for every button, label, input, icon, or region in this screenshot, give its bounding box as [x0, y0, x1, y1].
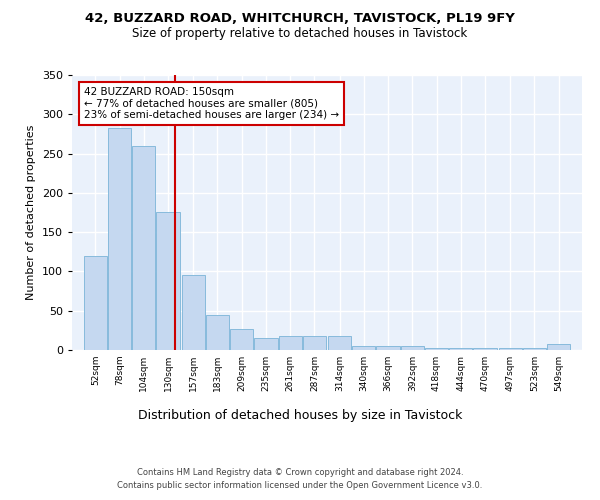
Bar: [425, 348, 448, 350]
Bar: [230, 329, 253, 350]
Bar: [328, 336, 351, 350]
Bar: [523, 348, 546, 350]
Bar: [449, 348, 472, 350]
Text: Size of property relative to detached houses in Tavistock: Size of property relative to detached ho…: [133, 28, 467, 40]
Bar: [83, 256, 107, 350]
Bar: [206, 316, 229, 350]
Bar: [182, 276, 205, 350]
Y-axis label: Number of detached properties: Number of detached properties: [26, 125, 36, 300]
Bar: [278, 336, 302, 350]
Bar: [132, 146, 155, 350]
Bar: [376, 346, 400, 350]
Text: Contains HM Land Registry data © Crown copyright and database right 2024.: Contains HM Land Registry data © Crown c…: [137, 468, 463, 477]
Bar: [303, 336, 326, 350]
Bar: [108, 128, 131, 350]
Bar: [157, 212, 179, 350]
Text: 42 BUZZARD ROAD: 150sqm
← 77% of detached houses are smaller (805)
23% of semi-d: 42 BUZZARD ROAD: 150sqm ← 77% of detache…: [84, 87, 339, 120]
Bar: [401, 346, 424, 350]
Bar: [254, 338, 278, 350]
Bar: [352, 346, 376, 350]
Text: 42, BUZZARD ROAD, WHITCHURCH, TAVISTOCK, PL19 9FY: 42, BUZZARD ROAD, WHITCHURCH, TAVISTOCK,…: [85, 12, 515, 26]
Text: Distribution of detached houses by size in Tavistock: Distribution of detached houses by size …: [138, 408, 462, 422]
Bar: [547, 344, 571, 350]
Bar: [473, 348, 497, 350]
Bar: [499, 348, 522, 350]
Text: Contains public sector information licensed under the Open Government Licence v3: Contains public sector information licen…: [118, 482, 482, 490]
